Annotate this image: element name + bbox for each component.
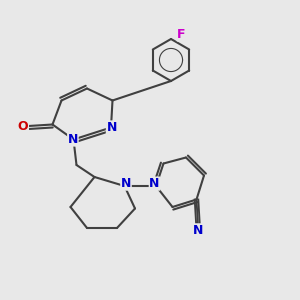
Text: N: N	[121, 177, 131, 190]
Text: N: N	[193, 224, 203, 237]
Text: N: N	[149, 177, 160, 190]
Text: N: N	[68, 133, 78, 146]
Text: O: O	[18, 119, 28, 133]
Text: N: N	[106, 121, 117, 134]
Text: F: F	[177, 28, 186, 41]
